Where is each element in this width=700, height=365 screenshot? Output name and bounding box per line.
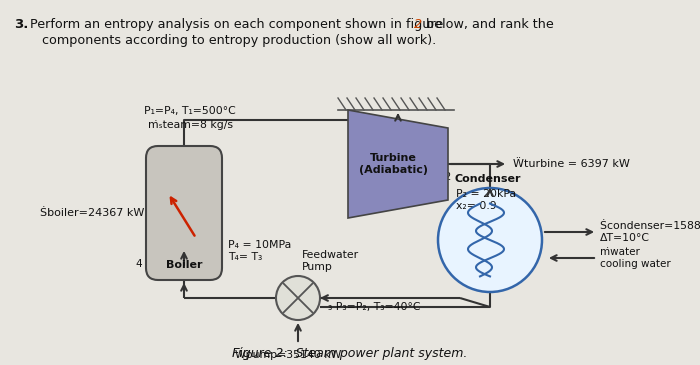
Text: Ṡcondenser=15885 kW
ΔT=10°C: Ṡcondenser=15885 kW ΔT=10°C: [600, 221, 700, 243]
Text: ṁwater
cooling water: ṁwater cooling water: [600, 247, 671, 269]
Text: Condenser: Condenser: [455, 174, 522, 184]
Text: 4: 4: [135, 259, 142, 269]
Text: Ẅturbine = 6397 kW: Ẅturbine = 6397 kW: [513, 159, 630, 169]
Text: Boiler: Boiler: [166, 260, 202, 270]
Text: P₁=P₄, T₁=500°C: P₁=P₄, T₁=500°C: [144, 106, 236, 116]
Text: 2: 2: [444, 172, 450, 182]
Text: 3.: 3.: [14, 18, 29, 31]
Polygon shape: [348, 110, 448, 218]
Text: ṁₛteam=8 kg/s: ṁₛteam=8 kg/s: [148, 120, 232, 130]
Text: Feedwater
Pump: Feedwater Pump: [302, 250, 359, 272]
Text: components according to entropy production (show all work).: components according to entropy producti…: [30, 34, 436, 47]
Text: 2: 2: [414, 18, 422, 31]
Text: Turbine
(Adiabatic): Turbine (Adiabatic): [358, 153, 428, 175]
Text: Figure 2:  Steam power plant system.: Figure 2: Steam power plant system.: [232, 347, 468, 360]
Circle shape: [438, 188, 542, 292]
Text: Perform an entropy analysis on each component shown in figure: Perform an entropy analysis on each comp…: [30, 18, 447, 31]
FancyBboxPatch shape: [146, 146, 222, 280]
Text: Ẅpump=35140 kW: Ẅpump=35140 kW: [234, 348, 341, 360]
Circle shape: [276, 276, 320, 320]
Text: Ṡboiler=24367 kW: Ṡboiler=24367 kW: [40, 208, 144, 218]
Text: below, and rank the: below, and rank the: [422, 18, 554, 31]
Text: P₂ = 20kPa
x₂= 0.9: P₂ = 20kPa x₂= 0.9: [456, 189, 516, 211]
Text: ₃ P₃=P₂, T₃=40°C: ₃ P₃=P₂, T₃=40°C: [328, 302, 421, 312]
Text: P₄ = 10MPa
T₄= T₃: P₄ = 10MPa T₄= T₃: [228, 240, 291, 262]
